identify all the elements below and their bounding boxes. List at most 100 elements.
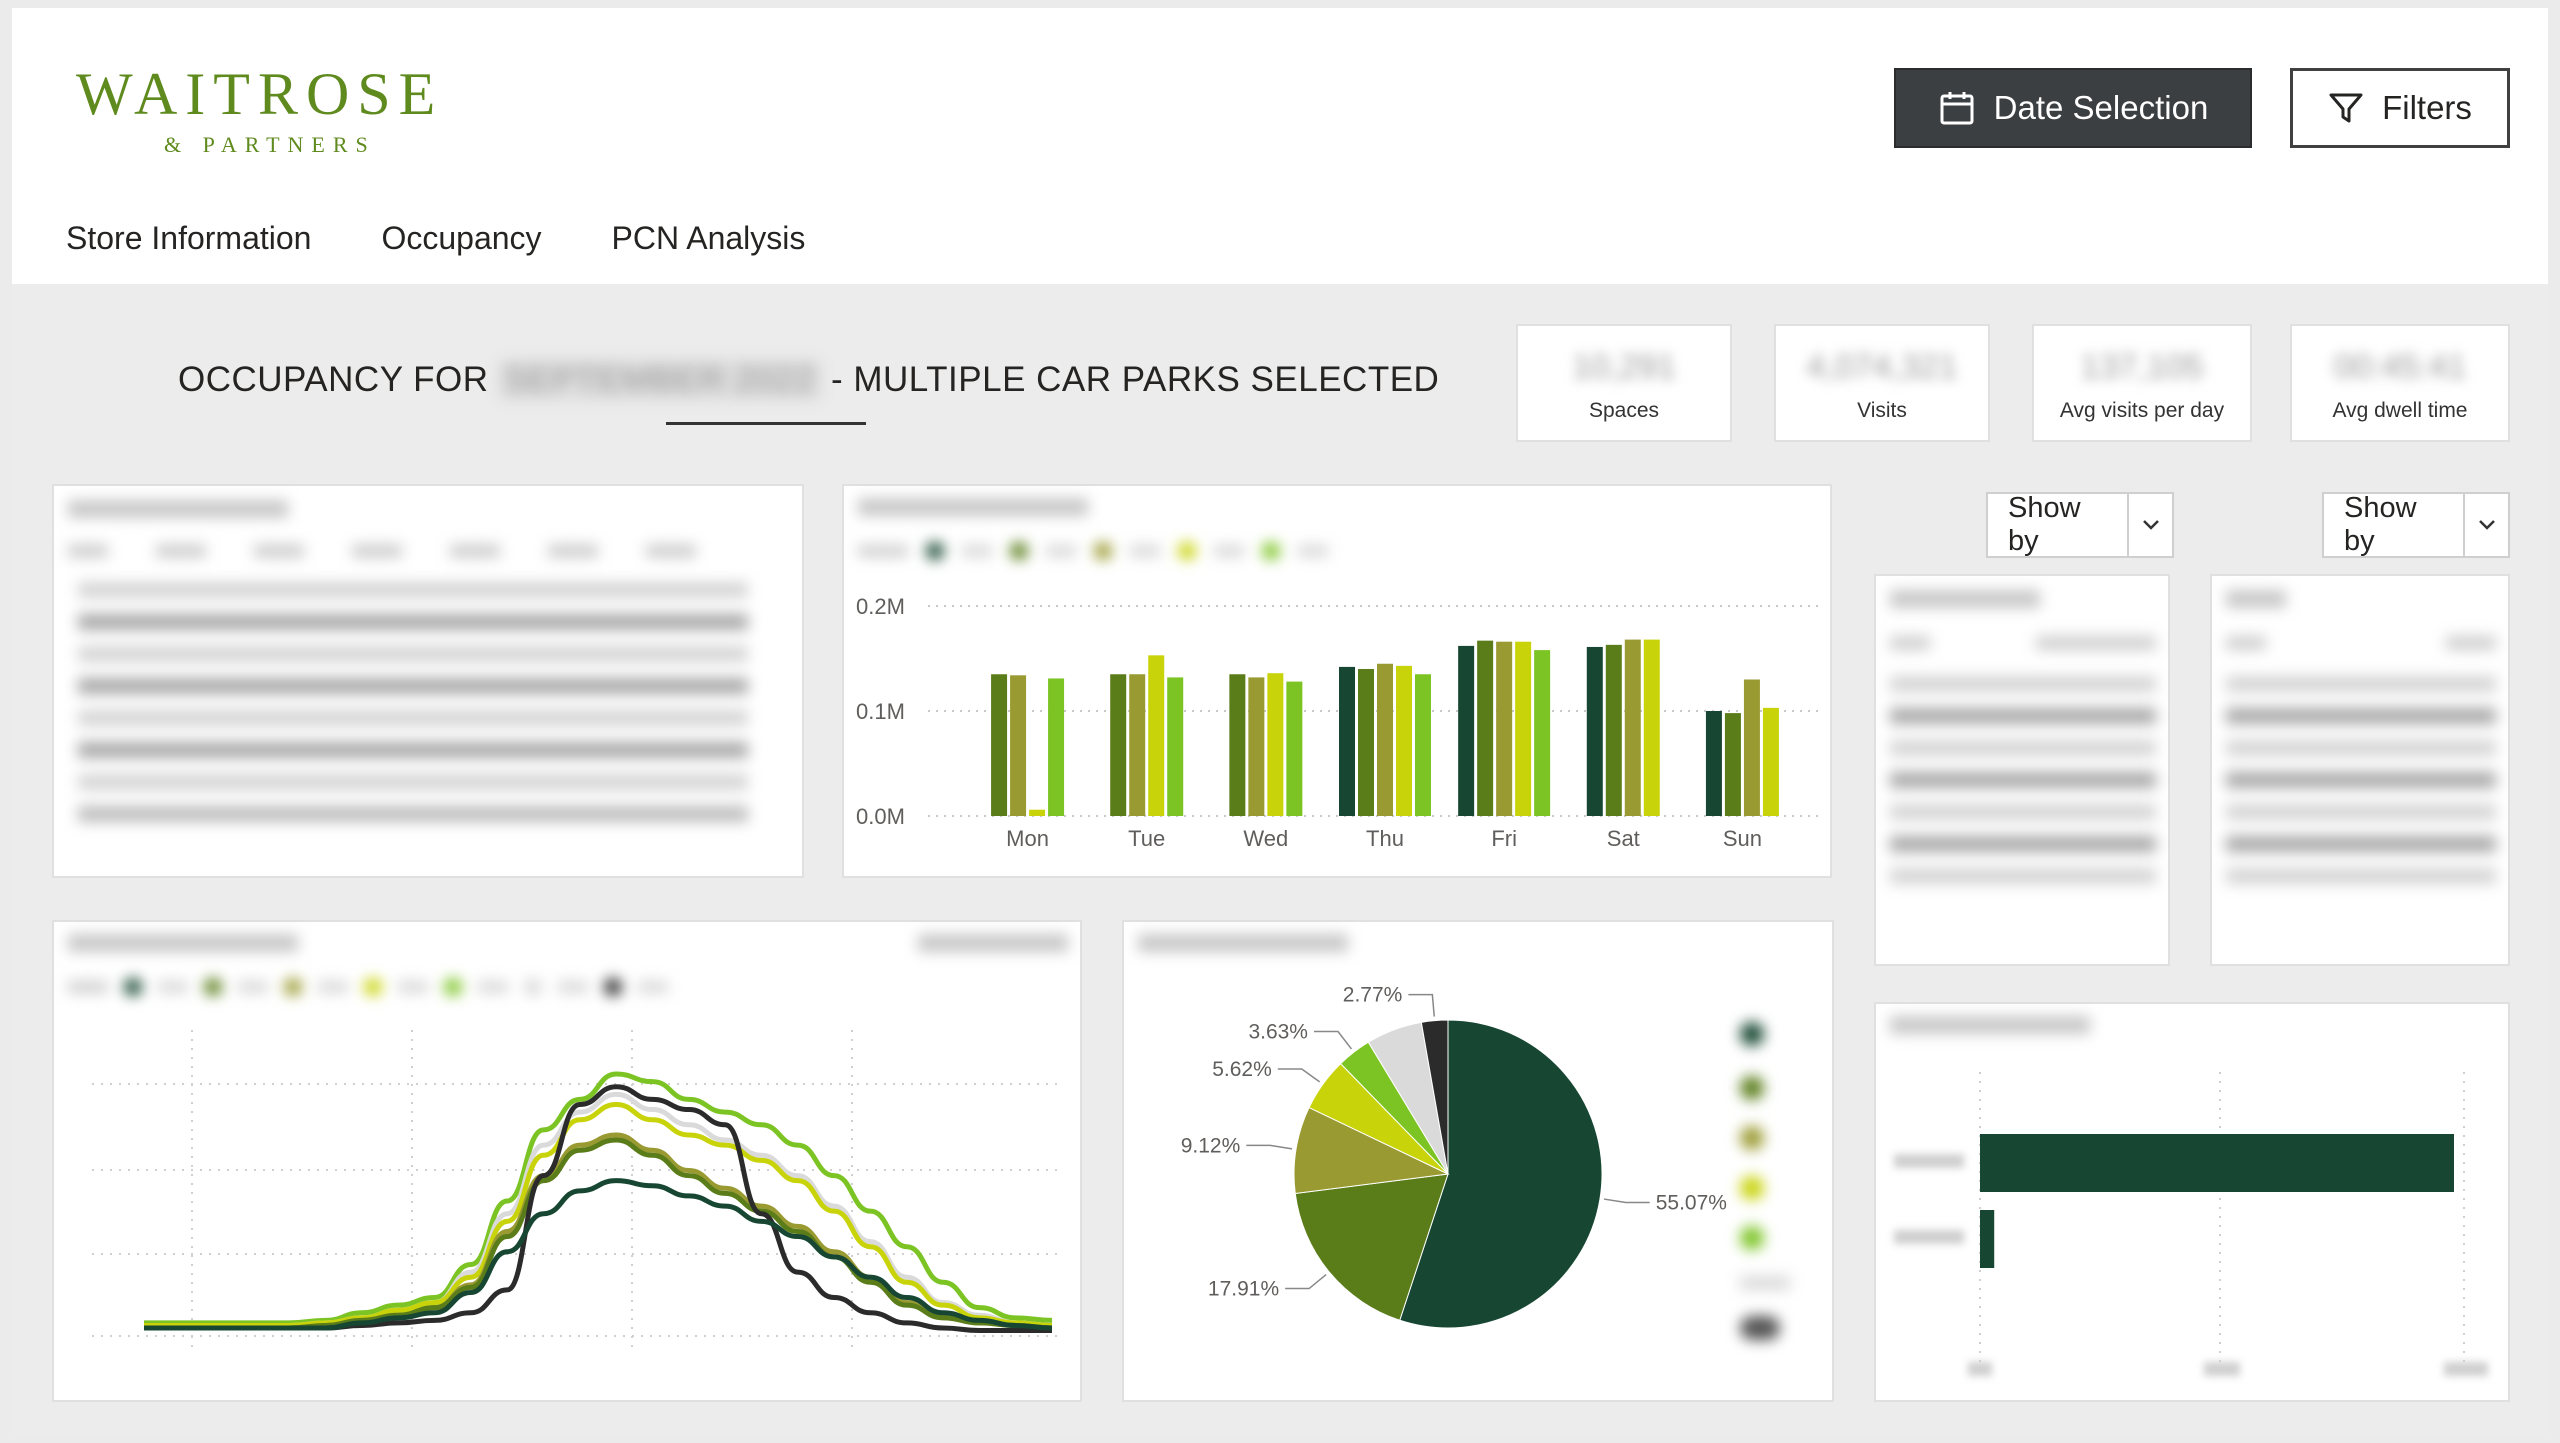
kpi-avg-dwell-label: Avg dwell time [2332, 399, 2468, 422]
bar[interactable] [1724, 713, 1741, 816]
filter-icon [2329, 93, 2363, 123]
leader-line [1246, 1144, 1293, 1150]
y-tick-label: 0.0M [856, 804, 905, 829]
bar[interactable] [1643, 639, 1660, 816]
series-line[interactable] [144, 1091, 1053, 1328]
bar[interactable] [1705, 711, 1722, 816]
bar[interactable] [1110, 674, 1127, 816]
series-line[interactable] [144, 1178, 1053, 1331]
bar[interactable] [1377, 663, 1393, 816]
pie-slice[interactable] [1293, 1106, 1450, 1195]
bar[interactable] [1534, 650, 1551, 816]
nav-occupancy[interactable]: Occupancy [381, 220, 542, 256]
filters-label: Filters [2382, 89, 2472, 126]
pie-data-label: 2.77% [1343, 984, 1403, 1007]
bar[interactable] [1762, 707, 1779, 816]
page-title: OCCUPANCY FOR SEPTEMBER 2022 - MULTIPLE … [178, 360, 1439, 400]
y-tick-label: 0.2M [856, 594, 905, 619]
bar[interactable] [1458, 645, 1475, 816]
pie-slice[interactable] [1399, 1019, 1603, 1329]
avg-dwell-table-panel [1874, 574, 2170, 966]
title-month: SEPTEMBER 2022 [498, 360, 821, 400]
title-suffix: - MULTIPLE CAR PARKS SELECTED [830, 360, 1440, 399]
kpi-avg-visits-label: Avg visits per day [2059, 399, 2225, 422]
y-tick-label: 0.1M [856, 699, 905, 724]
bar[interactable] [1980, 1210, 1995, 1268]
bar[interactable] [1167, 677, 1184, 816]
filters-button[interactable]: Filters [2290, 68, 2510, 148]
bar[interactable] [1605, 644, 1622, 816]
x-tick-label: Thu [1366, 826, 1404, 851]
chevron-down-icon [2127, 494, 2172, 556]
blurred-usage-title [1890, 1016, 2090, 1034]
visit-count-table-panel [52, 484, 804, 878]
date-selection-button[interactable]: Date Selection [1894, 68, 2252, 148]
x-tick-label: Fri [1491, 826, 1517, 851]
occupancy-line-chart [92, 1030, 1062, 1350]
bar[interactable] [1396, 665, 1412, 816]
series-line[interactable] [144, 1071, 1053, 1326]
bar[interactable] [1586, 646, 1603, 816]
show-by-label-1: Show by [2008, 492, 2081, 557]
nav-pcn-analysis[interactable]: PCN Analysis [611, 220, 806, 256]
kpi-avg-visits: 137,105 Avg visits per day [2032, 324, 2252, 442]
leader-line [1313, 1030, 1353, 1050]
car-park-usage-bar-chart [1894, 1072, 2488, 1376]
bar[interactable] [1129, 674, 1146, 816]
show-by-dropdown-1[interactable]: Show by [1986, 492, 2174, 558]
visit-count-bar-chart: 0.0M 0.1M 0.2M Mon Tue Wed Thu Fri Sat Sun [856, 594, 1822, 851]
waitrose-logo: WAITROSE & PARTNERS [68, 60, 468, 170]
occupancy-line-chart-panel [52, 920, 1082, 1402]
bar[interactable] [1248, 677, 1265, 816]
bar[interactable] [1229, 674, 1246, 816]
visit-count-by-day-panel: 0.0M 0.1M 0.2M Mon Tue Wed Thu Fri Sat Sun [842, 484, 1832, 878]
logo-brand: WAITROSE [76, 61, 444, 127]
bar[interactable] [1148, 655, 1165, 816]
kpi-visits: 4,074,321 Visits [1774, 324, 1990, 442]
kpi-avg-visits-value: 137,105 [2080, 348, 2204, 386]
blurred-table [68, 500, 788, 870]
calendar-icon [1940, 92, 1974, 125]
pie-data-label: 9.12% [1181, 1134, 1241, 1157]
show-by-dropdown-2[interactable]: Show by [2322, 492, 2510, 558]
bar[interactable] [1286, 681, 1303, 816]
leader-line [1285, 1273, 1327, 1290]
repeat-visitors-pie-chart: 55.07% 17.91% 9.12% 5.62% 3.63% 2.77% [1181, 984, 1727, 1329]
date-selection-label: Date Selection [1993, 89, 2209, 126]
pie-slice[interactable] [1420, 1019, 1449, 1175]
x-tick-label: Tue [1128, 826, 1165, 851]
leader-line [1408, 993, 1436, 1017]
bar[interactable] [1743, 679, 1760, 817]
bar[interactable] [1029, 809, 1046, 816]
leader-line [1603, 1198, 1650, 1204]
visits-table-panel [2210, 574, 2510, 966]
pie-slice[interactable] [1294, 1173, 1449, 1321]
blurred-pie-legend [1740, 1022, 1790, 1340]
repeat-visitors-pie-panel: 55.07% 17.91% 9.12% 5.62% 3.63% 2.77% [1122, 920, 1834, 1402]
bar[interactable] [991, 674, 1008, 816]
kpi-visits-value: 4,074,321 [1806, 348, 1958, 386]
kpi-avg-dwell-value: 00:45:41 [2333, 348, 2467, 386]
bar[interactable] [1980, 1134, 2454, 1192]
pie-data-label: 5.62% [1212, 1058, 1272, 1081]
bar[interactable] [1624, 639, 1641, 816]
pie-data-label: 3.63% [1248, 1021, 1308, 1044]
bar[interactable] [1048, 678, 1065, 816]
blurred-chart-header [858, 498, 1328, 560]
bar[interactable] [1339, 666, 1355, 816]
series-line[interactable] [144, 1084, 1052, 1334]
bar[interactable] [1010, 675, 1027, 816]
kpi-spaces: 10,291 Spaces [1516, 324, 1732, 442]
kpi-spaces-label: Spaces [1588, 399, 1660, 422]
bar[interactable] [1515, 641, 1532, 816]
blurred-line-chart-header [68, 934, 1068, 996]
x-tick-label: Wed [1243, 826, 1288, 851]
title-prefix: OCCUPANCY FOR [178, 360, 489, 399]
leader-line [1277, 1068, 1321, 1083]
nav-store-information[interactable]: Store Information [66, 220, 312, 256]
bar[interactable] [1496, 641, 1513, 816]
bar[interactable] [1358, 669, 1374, 816]
bar[interactable] [1267, 673, 1284, 816]
bar[interactable] [1477, 640, 1494, 816]
bar[interactable] [1415, 674, 1431, 816]
